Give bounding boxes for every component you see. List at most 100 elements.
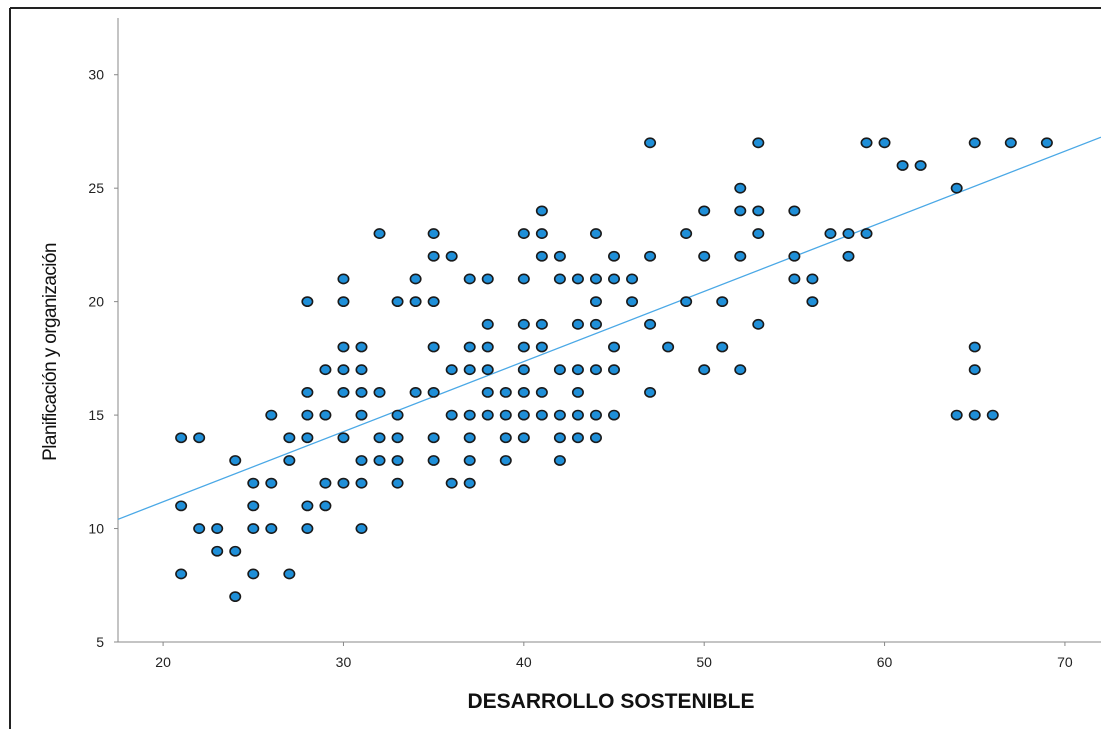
data-point (589, 409, 602, 421)
data-point (481, 409, 494, 421)
data-point (337, 296, 350, 308)
data-point (626, 296, 639, 308)
data-point (247, 500, 260, 512)
x-tick-label: 70 (1057, 654, 1073, 670)
data-point (716, 341, 729, 353)
plot-area (117, 18, 1101, 643)
data-point (608, 273, 621, 285)
data-point (247, 568, 260, 580)
data-point (175, 500, 188, 512)
data-point (626, 273, 639, 285)
data-point (265, 523, 278, 534)
data-point (535, 341, 548, 353)
data-point (445, 477, 458, 489)
x-axis-ticks: 20 30 40 50 60 70 (155, 642, 1073, 670)
data-point (391, 409, 404, 421)
data-point (481, 386, 494, 398)
data-point (806, 273, 819, 285)
data-point (373, 228, 386, 239)
data-point (553, 409, 566, 421)
data-point (517, 409, 530, 421)
data-point (842, 228, 855, 239)
data-point (950, 182, 963, 194)
data-point (283, 432, 296, 444)
data-point (337, 341, 350, 353)
data-points (175, 137, 1053, 603)
data-point (409, 386, 422, 398)
data-point (283, 568, 296, 580)
data-point (427, 296, 440, 308)
data-point (571, 432, 584, 444)
data-point (337, 477, 350, 489)
x-tick-label: 20 (155, 654, 171, 670)
data-point (391, 296, 404, 308)
data-point (553, 455, 566, 466)
data-point (265, 409, 278, 421)
x-tick-label: 50 (696, 654, 712, 670)
data-point (355, 341, 368, 353)
data-point (427, 228, 440, 239)
data-point (355, 409, 368, 421)
data-point (806, 296, 819, 308)
x-axis-label: DESARROLLO SOSTENIBLE (467, 690, 754, 713)
data-point (463, 273, 476, 285)
data-point (229, 591, 242, 603)
y-axis-label: Planificación y organización (40, 243, 61, 461)
data-point (301, 500, 314, 512)
data-point (589, 296, 602, 308)
data-point (517, 341, 530, 353)
data-point (734, 205, 747, 217)
data-point (463, 455, 476, 466)
data-point (463, 341, 476, 353)
data-point (644, 250, 657, 262)
data-point (553, 273, 566, 285)
data-point (175, 568, 188, 580)
data-point (427, 250, 440, 262)
data-point (535, 250, 548, 262)
data-point (301, 523, 314, 534)
data-point (283, 455, 296, 466)
data-point (878, 137, 891, 149)
data-point (337, 273, 350, 285)
data-point (571, 409, 584, 421)
data-point (391, 455, 404, 466)
data-point (860, 228, 873, 239)
data-point (662, 341, 675, 353)
data-point (481, 364, 494, 376)
data-point (896, 160, 909, 171)
data-point (698, 250, 711, 262)
data-point (608, 341, 621, 353)
data-point (463, 409, 476, 421)
data-point (373, 455, 386, 466)
data-point (463, 477, 476, 489)
data-point (319, 364, 332, 376)
data-point (608, 364, 621, 376)
data-point (986, 409, 999, 421)
data-point (391, 477, 404, 489)
y-tick-label: 10 (88, 521, 104, 537)
data-point (589, 228, 602, 239)
data-point (517, 364, 530, 376)
data-point (644, 318, 657, 330)
y-tick-label: 5 (96, 634, 104, 650)
data-point (734, 250, 747, 262)
data-point (517, 273, 530, 285)
data-point (698, 364, 711, 376)
data-point (373, 432, 386, 444)
data-point (680, 296, 693, 308)
data-point (644, 137, 657, 149)
data-point (968, 364, 981, 376)
data-point (481, 273, 494, 285)
data-point (571, 318, 584, 330)
data-point (535, 228, 548, 239)
data-point (1004, 137, 1017, 149)
data-point (698, 205, 711, 217)
data-point (571, 364, 584, 376)
data-point (1040, 137, 1053, 149)
data-point (968, 341, 981, 353)
data-point (950, 409, 963, 421)
data-point (337, 386, 350, 398)
data-point (535, 409, 548, 421)
data-point (644, 386, 657, 398)
